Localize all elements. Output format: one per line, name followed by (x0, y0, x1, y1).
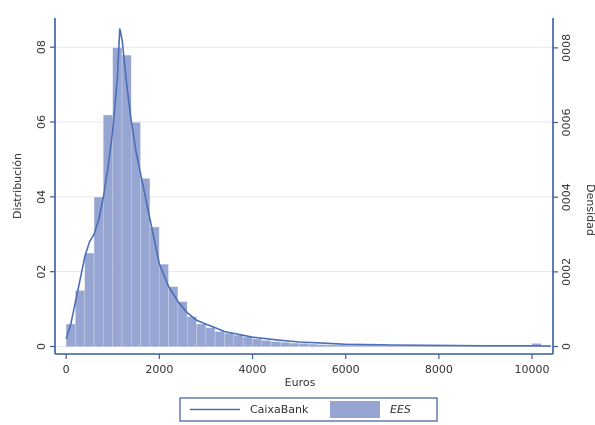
legend-label: EES (390, 403, 411, 416)
histogram-bar (168, 286, 178, 347)
histogram-bar (84, 253, 94, 347)
y2-tick-label: 0002 (560, 258, 573, 286)
x-tick-label: 6000 (332, 363, 360, 376)
histogram-bar (336, 344, 346, 347)
histogram-bar (271, 341, 281, 347)
histogram-bar (205, 327, 216, 347)
histogram-bar (93, 197, 104, 347)
histogram-bar (112, 47, 122, 347)
histogram-bar (364, 345, 374, 347)
x-tick-label: 10000 (515, 363, 550, 376)
x-tick-label: 0 (63, 363, 70, 376)
x-tick-label: 2000 (145, 363, 173, 376)
y-axis-label: Distribución (11, 153, 24, 219)
histogram-bar (187, 316, 197, 347)
histogram-bar (252, 338, 262, 347)
histogram-bar (149, 226, 160, 347)
histogram-bar (298, 343, 309, 347)
legend: CaixaBank EES (179, 397, 438, 422)
histogram-bar (354, 345, 365, 347)
histogram-bar (345, 345, 355, 347)
legend-swatch (330, 401, 380, 418)
y-tick-label: 06 (35, 115, 48, 129)
histogram-bar (75, 290, 85, 347)
y2-tick-label: 0008 (560, 34, 573, 62)
histogram-bar (317, 344, 327, 347)
histogram-bar (215, 331, 225, 347)
histogram-bar (131, 122, 141, 347)
histogram-bar (121, 55, 132, 347)
histogram-bar (243, 337, 253, 347)
histogram-bar (177, 301, 188, 347)
x-tick-label: 4000 (239, 363, 267, 376)
histogram-bar (159, 264, 169, 347)
histogram-bar (308, 344, 318, 347)
histogram-bar (140, 178, 150, 347)
x-tick-label: 8000 (425, 363, 453, 376)
legend-label: CaixaBank (250, 403, 309, 416)
y2-tick-label: 0006 (560, 109, 573, 137)
y2-axis-label: Densidad (584, 184, 595, 236)
line-series (65, 28, 551, 347)
y-tick-label: 08 (35, 40, 48, 54)
y2-tick-label: 0004 (560, 183, 573, 211)
histogram-bar (261, 340, 272, 347)
y-tick-label: 0 (35, 343, 48, 350)
histogram-bar (326, 344, 337, 347)
histogram-bar (382, 345, 393, 347)
x-axis-label: Euros (285, 376, 316, 389)
histogram-bar (392, 345, 402, 347)
histogram-bar (233, 335, 244, 347)
histogram-bar (103, 114, 113, 347)
y2-tick-label: 0 (560, 343, 573, 350)
histogram-bar (224, 333, 234, 347)
histogram-bar (373, 345, 383, 347)
y-tick-label: 02 (35, 265, 48, 279)
histogram-bar (289, 343, 299, 347)
histogram-bar (196, 323, 206, 347)
histogram-bar (280, 342, 290, 347)
y-tick-label: 04 (35, 190, 48, 204)
